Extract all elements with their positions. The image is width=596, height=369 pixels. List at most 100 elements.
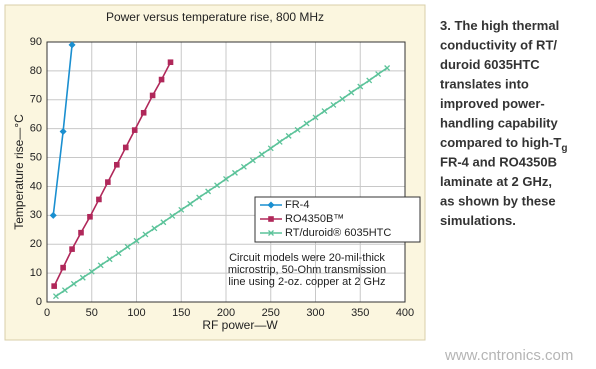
marker xyxy=(231,169,238,176)
marker xyxy=(49,211,57,219)
marker xyxy=(303,120,310,127)
marker xyxy=(149,92,156,99)
marker xyxy=(96,196,102,203)
x-axis-label: RF power—W xyxy=(202,318,278,332)
y-tick-label: 80 xyxy=(30,65,42,77)
marker xyxy=(69,246,75,252)
marker xyxy=(357,83,364,90)
x-tick-label: 300 xyxy=(306,307,324,319)
marker xyxy=(131,127,138,133)
marker xyxy=(348,89,355,96)
caption-text: compared to high-T xyxy=(440,135,561,150)
marker xyxy=(268,216,274,222)
marker xyxy=(267,145,274,152)
caption-line: improved power- xyxy=(440,96,545,111)
marker xyxy=(285,132,292,139)
annotation: line using 2-oz. copper at 2 GHz xyxy=(228,276,385,288)
caption-line: simulations. xyxy=(440,213,516,228)
caption-line: 3. The high thermal xyxy=(440,18,559,33)
x-tick-label: 250 xyxy=(262,307,280,319)
marker xyxy=(105,179,111,185)
marker xyxy=(68,41,76,49)
y-axis-label: Temperature rise—°C xyxy=(12,114,26,230)
marker xyxy=(294,126,301,133)
marker xyxy=(115,250,122,257)
watermark: www.cntronics.com xyxy=(444,347,573,364)
y-tick-label: 0 xyxy=(36,296,42,308)
x-tick-label: 400 xyxy=(396,307,414,319)
marker xyxy=(178,206,185,213)
marker xyxy=(196,194,203,201)
caption-line: as shown by these xyxy=(440,194,556,209)
marker xyxy=(312,114,319,121)
legend-label: FR-4 xyxy=(285,199,309,211)
marker xyxy=(151,225,158,232)
marker xyxy=(79,274,86,281)
chart-title: Power versus temperature rise, 800 MHz xyxy=(106,10,324,24)
marker xyxy=(70,280,77,287)
marker xyxy=(158,76,165,83)
x-tick-label: 150 xyxy=(172,307,190,319)
x-tick-label: 200 xyxy=(217,307,235,319)
caption-line: laminate at 2 GHz, xyxy=(440,174,552,189)
caption-line: compared to high-Tg xyxy=(440,135,567,154)
y-tick-label: 10 xyxy=(30,267,42,279)
annotation: Circuit models were 20-mil-thick xyxy=(229,252,385,264)
marker xyxy=(52,293,59,300)
marker xyxy=(339,95,346,102)
legend-label: RO4350B™ xyxy=(285,213,344,225)
caption-line: FR-4 and RO4350B xyxy=(440,155,557,170)
x-tick-label: 350 xyxy=(351,307,369,319)
caption-subscript: g xyxy=(561,143,567,154)
marker xyxy=(223,175,229,182)
marker xyxy=(88,268,95,275)
y-tick-label: 60 xyxy=(30,123,42,135)
marker xyxy=(276,138,283,145)
caption-line: conductivity of RT/ xyxy=(440,38,557,53)
marker xyxy=(169,212,176,219)
marker xyxy=(267,201,275,209)
marker xyxy=(122,144,129,151)
x-tick-label: 50 xyxy=(86,307,98,319)
legend-box xyxy=(254,196,421,243)
marker xyxy=(330,102,337,108)
marker xyxy=(87,213,93,220)
marker xyxy=(240,163,247,170)
y-tick-label: 40 xyxy=(30,180,42,192)
marker xyxy=(214,182,221,189)
marker xyxy=(124,243,131,250)
marker xyxy=(187,200,194,207)
x-tick-label: 0 xyxy=(44,307,50,319)
marker xyxy=(60,264,66,271)
legend-label: RT/duroid® 6035HTC xyxy=(285,227,391,239)
caption-line: duroid 6035HTC xyxy=(440,57,540,72)
y-tick-label: 70 xyxy=(30,94,42,106)
marker xyxy=(78,229,84,236)
y-tick-label: 30 xyxy=(30,209,42,221)
caption-line: handling capability xyxy=(440,116,559,131)
marker xyxy=(249,157,256,164)
marker xyxy=(160,219,167,226)
y-tick-label: 90 xyxy=(30,36,42,48)
y-tick-label: 20 xyxy=(30,238,42,250)
marker xyxy=(140,109,147,116)
marker xyxy=(258,151,265,158)
marker xyxy=(61,287,68,294)
marker xyxy=(59,128,67,136)
marker xyxy=(97,262,104,269)
marker xyxy=(133,237,140,244)
marker xyxy=(51,283,57,289)
caption-line: translates into xyxy=(440,77,529,92)
marker xyxy=(114,161,120,168)
marker xyxy=(366,77,373,84)
marker xyxy=(268,230,274,236)
marker xyxy=(321,108,328,115)
y-tick-label: 50 xyxy=(30,151,42,163)
marker xyxy=(167,59,174,66)
marker xyxy=(205,188,212,195)
marker xyxy=(384,65,391,71)
x-tick-label: 100 xyxy=(127,307,145,319)
marker xyxy=(375,71,382,78)
